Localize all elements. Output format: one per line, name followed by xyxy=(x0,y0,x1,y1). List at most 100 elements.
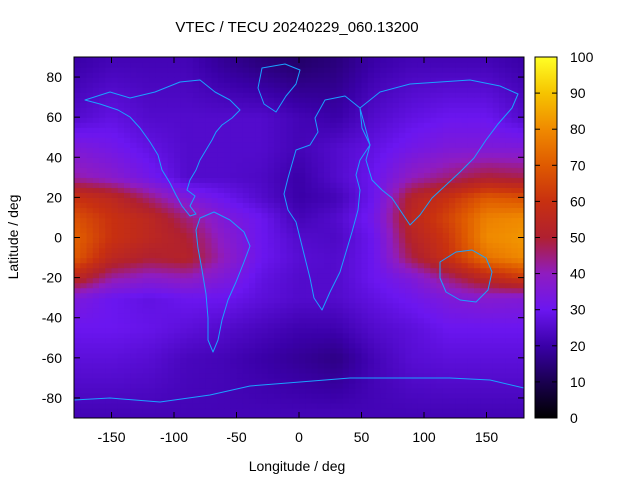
heatmap-cell xyxy=(242,147,250,153)
heatmap-cell xyxy=(161,197,169,203)
heatmap-cell xyxy=(386,157,394,163)
heatmap-cell xyxy=(92,82,100,88)
heatmap-cell xyxy=(405,177,413,183)
heatmap-cell xyxy=(199,377,206,384)
heatmap-cell xyxy=(249,232,256,239)
heatmap-cell xyxy=(317,207,325,214)
heatmap-cell xyxy=(467,192,475,198)
heatmap-cell xyxy=(417,117,425,123)
heatmap-cell xyxy=(499,377,506,384)
heatmap-cell xyxy=(186,222,194,229)
heatmap-cell xyxy=(205,242,213,249)
heatmap-cell xyxy=(267,167,275,173)
heatmap-cell xyxy=(167,222,175,229)
heatmap-cell xyxy=(449,147,456,153)
heatmap-cell xyxy=(236,177,244,183)
heatmap-cell xyxy=(311,242,319,249)
heatmap-cell xyxy=(236,362,244,369)
heatmap-cell xyxy=(74,67,81,73)
heatmap-cell xyxy=(105,182,113,188)
heatmap-cell xyxy=(442,92,450,98)
heatmap-cell xyxy=(86,72,94,78)
heatmap-cell xyxy=(80,237,88,244)
heatmap-cell xyxy=(267,127,275,133)
heatmap-cell xyxy=(424,342,431,349)
heatmap-cell xyxy=(511,332,519,339)
heatmap-cell xyxy=(111,307,119,314)
heatmap-cell xyxy=(305,262,313,269)
heatmap-cell xyxy=(486,207,494,214)
heatmap-cell xyxy=(374,322,381,329)
heatmap-cell xyxy=(517,107,524,113)
heatmap-cell xyxy=(355,377,363,384)
heatmap-cell xyxy=(411,367,419,374)
heatmap-cell xyxy=(186,172,194,178)
heatmap-cell xyxy=(242,412,250,418)
heatmap-cell xyxy=(517,387,524,394)
heatmap-cell xyxy=(211,262,219,269)
heatmap-cell xyxy=(286,252,294,259)
heatmap-cell xyxy=(417,172,425,178)
heatmap-cell xyxy=(186,397,194,404)
heatmap-cell xyxy=(86,192,94,198)
heatmap-cell xyxy=(367,252,375,259)
heatmap-cell xyxy=(236,102,244,108)
heatmap-cell xyxy=(436,212,444,219)
heatmap-cell xyxy=(92,362,100,369)
heatmap-cell xyxy=(430,352,438,359)
heatmap-cell xyxy=(499,297,506,304)
heatmap-cell xyxy=(430,342,438,349)
heatmap-cell xyxy=(411,112,419,118)
heatmap-cell xyxy=(436,232,444,239)
heatmap-cell xyxy=(74,157,81,163)
heatmap-cell xyxy=(461,82,469,88)
heatmap-cell xyxy=(517,392,524,399)
heatmap-cell xyxy=(374,337,381,344)
heatmap-cell xyxy=(480,352,488,359)
heatmap-cell xyxy=(461,222,469,229)
heatmap-cell xyxy=(280,152,288,158)
heatmap-cell xyxy=(217,147,225,153)
heatmap-cell xyxy=(74,352,81,359)
heatmap-cell xyxy=(130,157,138,163)
heatmap-cell xyxy=(399,292,406,299)
heatmap-cell xyxy=(517,142,524,148)
heatmap-cell xyxy=(349,372,356,379)
heatmap-cell xyxy=(292,292,300,299)
heatmap-cell xyxy=(155,262,163,269)
heatmap-cell xyxy=(142,202,150,209)
heatmap-cell xyxy=(367,367,375,374)
heatmap-cell xyxy=(330,142,338,148)
heatmap-cell xyxy=(399,137,406,143)
heatmap-cell xyxy=(374,127,381,133)
heatmap-cell xyxy=(299,202,306,209)
heatmap-cell xyxy=(424,222,431,229)
heatmap-cell xyxy=(461,317,469,324)
heatmap-cell xyxy=(324,372,331,379)
heatmap-cell xyxy=(255,107,263,113)
heatmap-cell xyxy=(117,157,125,163)
heatmap-cell xyxy=(317,147,325,153)
heatmap-cell xyxy=(224,202,231,209)
heatmap-cell xyxy=(217,397,225,404)
heatmap-cell xyxy=(124,72,131,78)
heatmap-cell xyxy=(205,222,213,229)
heatmap-cell xyxy=(161,362,169,369)
heatmap-cell xyxy=(349,297,356,304)
heatmap-cell xyxy=(130,282,138,289)
heatmap-cell xyxy=(99,197,106,203)
heatmap-cell xyxy=(174,117,181,123)
heatmap-cell xyxy=(486,372,494,379)
heatmap-cell xyxy=(211,117,219,123)
heatmap-cell xyxy=(124,207,131,214)
heatmap-cell xyxy=(292,202,300,209)
heatmap-cell xyxy=(355,272,363,279)
heatmap-cell xyxy=(511,132,519,138)
heatmap-cell xyxy=(305,292,313,299)
heatmap-cell xyxy=(105,77,113,83)
heatmap-cell xyxy=(230,292,238,299)
heatmap-cell xyxy=(505,262,513,269)
heatmap-cell xyxy=(149,202,156,209)
heatmap-cell xyxy=(199,122,206,128)
heatmap-cell xyxy=(399,197,406,203)
